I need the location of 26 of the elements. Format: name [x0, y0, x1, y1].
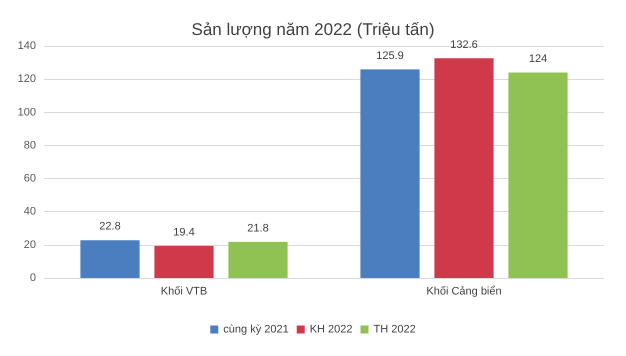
data-label: 22.8 — [99, 220, 121, 233]
data-label: 124 — [528, 53, 548, 66]
x-tick-label: Khối VTB — [160, 286, 208, 298]
bar — [80, 240, 140, 278]
bar — [154, 246, 214, 278]
y-tick-label: 20 — [24, 238, 36, 251]
y-tick-label: 100 — [18, 106, 36, 118]
data-label: 19.4 — [173, 226, 195, 238]
data-label: 132.6 — [450, 38, 478, 51]
bar — [434, 58, 494, 278]
legend-label: cùng kỳ 2021 — [223, 324, 289, 336]
y-tick-label: 0 — [30, 272, 36, 284]
legend-label: TH 2022 — [374, 324, 416, 336]
y-tick-label: 140 — [18, 40, 36, 52]
y-tick-label: 60 — [24, 172, 36, 185]
data-label: 21.8 — [247, 222, 269, 234]
data-label: 125.9 — [376, 50, 404, 62]
chart-title: Sản lượng năm 2022 (Triệu tấn) — [191, 20, 435, 39]
bar — [360, 69, 420, 278]
x-tick-label: Khối Cảng biển — [426, 286, 502, 298]
y-tick-label: 80 — [24, 139, 36, 152]
bar — [508, 72, 568, 278]
y-tick-label: 40 — [24, 206, 36, 218]
bar — [228, 242, 288, 278]
y-tick-label: 120 — [18, 73, 36, 86]
legend-label: KH 2022 — [310, 324, 353, 336]
